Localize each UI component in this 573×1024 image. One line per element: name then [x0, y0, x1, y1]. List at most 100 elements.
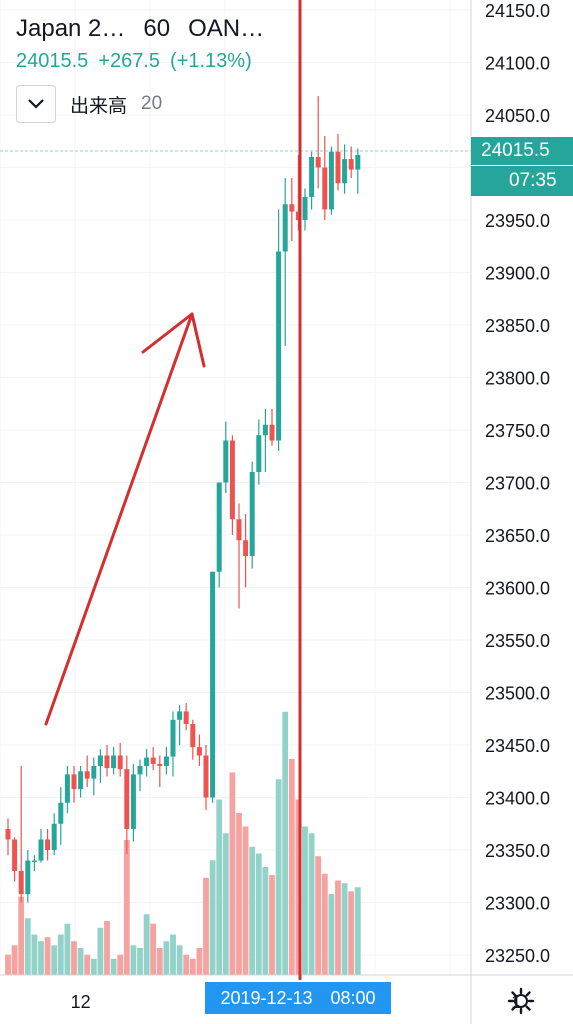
candle [262, 409, 268, 472]
candle-body [91, 766, 97, 779]
candle-body [302, 196, 308, 220]
candle [229, 435, 235, 535]
volume-bar [170, 934, 176, 975]
volume-bar [341, 883, 348, 975]
volume-bar [156, 948, 163, 975]
candle-body [322, 167, 328, 210]
volume-bar [90, 958, 97, 975]
candle [177, 705, 183, 745]
volume-bar [64, 923, 71, 975]
volume-bar [5, 954, 11, 975]
volume-bar [196, 948, 203, 975]
candle-body [18, 871, 24, 895]
candle [295, 154, 301, 231]
volume-bar [308, 833, 315, 975]
candle [322, 136, 328, 220]
candle [91, 757, 97, 796]
volume-bar [249, 846, 256, 975]
time-axis-labels: 12 1 [71, 992, 522, 1012]
volume-bar [18, 896, 25, 975]
candle-body [177, 711, 183, 720]
volume-bar [130, 945, 137, 975]
price-tick-label: 23450.0 [485, 736, 550, 756]
price-tick-label: 23850.0 [485, 316, 550, 336]
candle-body [150, 757, 156, 764]
volume-bar [150, 923, 157, 975]
candle [355, 148, 361, 194]
exchange-label: OAN… [188, 15, 265, 42]
candle-body [183, 711, 189, 724]
candle-body [117, 755, 123, 770]
collapse-legend-button[interactable] [16, 85, 56, 123]
price-axis-labels: 23250.0 23300.0 23350.0 23400.0 23450.0 23500… [485, 1, 550, 966]
price-tick-label: 23750.0 [485, 421, 550, 441]
price-tick-label: 24050.0 [485, 106, 550, 126]
price-tick-label: 23700.0 [485, 474, 550, 494]
candle-body [25, 860, 31, 895]
candle [124, 755, 130, 855]
candle [335, 133, 341, 191]
candle [58, 787, 64, 845]
candle-body [256, 435, 262, 472]
candle [78, 766, 84, 798]
volume-bar [143, 914, 150, 975]
volume-bar [242, 826, 249, 975]
volume-bar [302, 826, 308, 975]
crosshair-time: 08:00 [330, 987, 376, 1008]
candle [243, 514, 249, 588]
volume-bar [229, 772, 236, 975]
candle [348, 146, 354, 178]
candle-body [130, 774, 136, 829]
candle-body [12, 839, 18, 871]
price-tick-label: 23350.0 [485, 841, 550, 861]
candle-body [210, 571, 216, 798]
candle [104, 745, 110, 777]
candle [249, 461, 255, 569]
candle [18, 766, 24, 903]
volume-bar [255, 853, 262, 975]
candle [282, 178, 288, 346]
candle-body [64, 774, 70, 803]
candle-body [282, 204, 288, 252]
candle [84, 755, 90, 787]
candle [302, 188, 308, 231]
volume-bar [31, 934, 38, 975]
bar-countdown-tag: 07:35 [471, 166, 573, 196]
volume-bar [104, 921, 110, 975]
candle [289, 178, 295, 241]
candle-body [71, 774, 77, 790]
price-tick-label: 24150.0 [485, 1, 550, 21]
candle-body [262, 424, 268, 436]
symbol-name[interactable]: Japan 2… [16, 15, 126, 42]
candle [45, 829, 51, 861]
volume-bar [11, 945, 18, 975]
candle-body [342, 159, 348, 184]
candle-body [124, 769, 130, 829]
candle [216, 482, 222, 588]
time-tick-label: 1 [511, 992, 521, 1012]
interval-label[interactable]: 60 [143, 15, 171, 42]
candle-body [355, 154, 361, 170]
gear-icon [507, 987, 535, 1015]
candle-body [243, 540, 249, 556]
candle [210, 571, 216, 803]
candle-body [97, 755, 103, 766]
volume-bar [110, 958, 117, 975]
candle [64, 766, 70, 814]
candle-body [84, 771, 90, 779]
candle-body [45, 839, 51, 850]
volume-indicator-label[interactable]: 出来高 [70, 95, 128, 117]
volume-bar [222, 833, 229, 975]
chart-settings-button[interactable] [506, 986, 536, 1021]
candle-series [5, 96, 361, 903]
candle [130, 763, 136, 842]
candle-body [157, 763, 163, 766]
volume-bar [44, 937, 51, 975]
volume-bar [77, 948, 84, 975]
candle-body [104, 755, 110, 769]
volume-bar [71, 941, 77, 975]
volume-bar [262, 867, 269, 975]
candle [144, 749, 150, 777]
candle-body [170, 719, 176, 757]
